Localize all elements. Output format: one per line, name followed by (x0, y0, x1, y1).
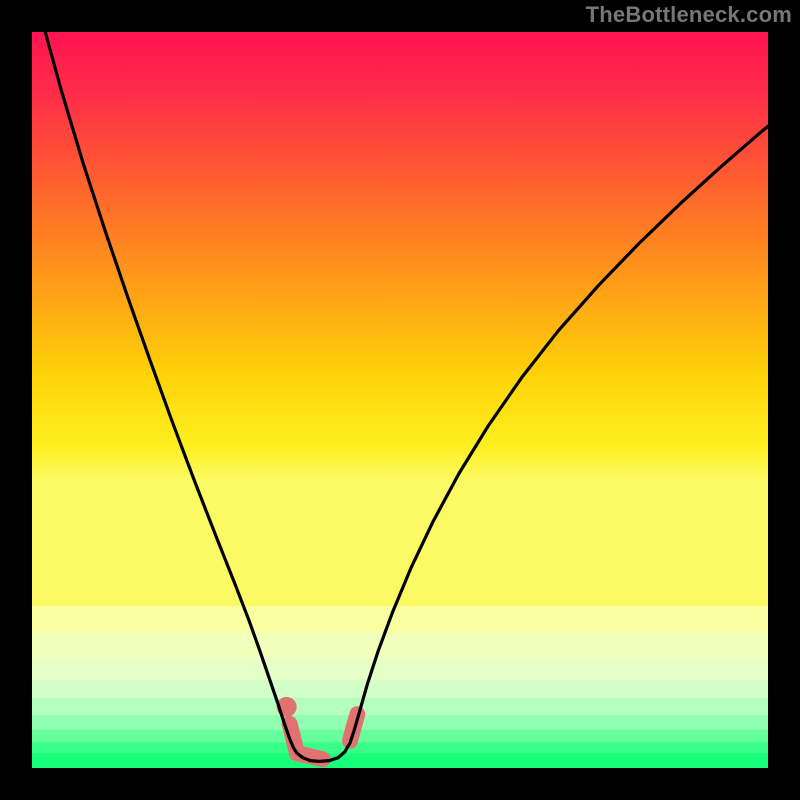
gradient-band-7 (32, 742, 768, 754)
gradient-band-4 (32, 698, 768, 716)
gradient-band-3 (32, 680, 768, 699)
gradient-band-2 (32, 658, 768, 681)
gradient-band-0 (32, 606, 768, 632)
gradient-band-6 (32, 730, 768, 743)
gradient-band-1 (32, 632, 768, 658)
chart-stage: TheBottleneck.com (0, 0, 800, 800)
gradient-band-5 (32, 715, 768, 730)
gradient-band-bottom (32, 765, 768, 768)
gradient-background (32, 32, 768, 607)
bottleneck-curve-plot (0, 0, 800, 800)
